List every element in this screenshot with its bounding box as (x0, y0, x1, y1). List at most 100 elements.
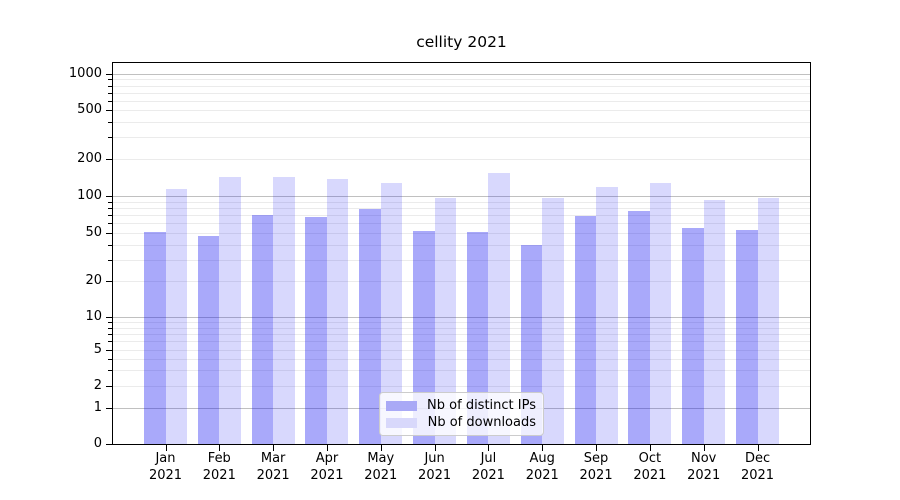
x-tick-label-dec: Dec 2021 (740, 451, 775, 483)
y-minortick-700 (108, 93, 112, 94)
bar-downloads-jun (434, 197, 457, 444)
y-minortick-6 (108, 341, 112, 342)
bar-distinct-ips-apr (305, 217, 327, 444)
gridline-minor-y3 (113, 370, 810, 371)
gridline-minor-y30 (113, 260, 810, 261)
legend: Nb of distinct IPs Nb of downloads (379, 392, 544, 436)
gridline-minor-y90 (113, 202, 810, 203)
gridline-minor-y2 (113, 386, 810, 387)
y-minortick-900 (108, 79, 112, 80)
x-tick-label-sep: Sep 2021 (579, 451, 613, 483)
y-tick-label-0: 0 (93, 436, 102, 451)
gridline-minor-y20 (113, 281, 810, 282)
x-tick-may (380, 445, 382, 451)
chart-title: cellity 2021 (416, 33, 507, 51)
bar-distinct-ips-oct (628, 211, 650, 444)
x-tick-jul (488, 445, 490, 451)
y-minortick-4 (108, 359, 112, 360)
y-minortick-300 (108, 137, 112, 138)
y-tick-1000 (106, 74, 112, 75)
gridline-major-y1000 (113, 74, 810, 75)
x-tick-label-mar: Mar 2021 (256, 451, 290, 483)
bar-distinct-ips-sep (574, 215, 597, 444)
x-tick-jan (165, 445, 167, 451)
x-tick-oct (649, 445, 651, 451)
gridline-minor-y8 (113, 328, 810, 329)
bar-downloads-may (380, 183, 403, 444)
y-tick-200 (106, 159, 112, 160)
y-minortick-600 (108, 101, 112, 102)
bar-downloads-jul (488, 172, 510, 444)
gridline-minor-y900 (113, 79, 810, 80)
legend-row-downloads: Nb of downloads (386, 414, 536, 431)
bar-distinct-ips-feb (197, 236, 220, 444)
y-minortick-3 (108, 370, 112, 371)
gridline-minor-y70 (113, 215, 810, 216)
gridline-minor-y50 (113, 233, 810, 234)
bar-distinct-ips-may (359, 209, 381, 444)
x-tick-label-jan: Jan 2021 (148, 451, 183, 483)
x-tick-jun (434, 445, 436, 451)
y-tick-100 (106, 196, 112, 197)
gridline-minor-y600 (113, 101, 810, 102)
y-minortick-40 (108, 245, 112, 246)
x-tick-label-apr: Apr 2021 (310, 451, 344, 483)
gridline-minor-y7 (113, 334, 810, 335)
y-minortick-60 (108, 223, 112, 224)
x-tick-dec (757, 445, 759, 451)
x-tick-label-oct: Oct 2021 (633, 451, 667, 483)
y-tick-label-100: 100 (77, 188, 102, 203)
y-minortick-400 (108, 122, 112, 123)
gridline-minor-y40 (113, 245, 810, 246)
gridline-minor-y6 (113, 341, 810, 342)
legend-row-distinct-ips: Nb of distinct IPs (386, 397, 536, 414)
y-minortick-30 (108, 260, 112, 261)
y-minortick-9 (108, 322, 112, 323)
legend-label-downloads: Nb of downloads (427, 415, 536, 430)
x-tick-label-jun: Jun 2021 (418, 451, 452, 483)
bar-downloads-dec (757, 198, 780, 444)
bar-downloads-nov (703, 200, 726, 444)
y-tick-label-20: 20 (85, 273, 102, 288)
y-tick-label-5: 5 (93, 342, 102, 357)
y-minortick-90 (108, 202, 112, 203)
y-tick-20 (106, 281, 112, 282)
y-minortick-80 (108, 208, 112, 209)
x-tick-label-may: May 2021 (364, 451, 398, 483)
gridline-minor-y200 (113, 159, 810, 160)
gridline-minor-y400 (113, 122, 810, 123)
x-tick-label-nov: Nov 2021 (687, 451, 721, 483)
y-tick-label-200: 200 (77, 151, 102, 166)
y-tick-label-1: 1 (93, 400, 102, 415)
x-tick-nov (703, 445, 705, 451)
y-tick-label-500: 500 (77, 102, 102, 117)
gridline-minor-y800 (113, 86, 810, 87)
x-tick-label-aug: Aug 2021 (525, 451, 559, 483)
gridline-minor-y80 (113, 208, 810, 209)
x-tick-label-feb: Feb 2021 (202, 451, 236, 483)
bar-downloads-oct (649, 183, 672, 444)
gridline-minor-y9 (113, 322, 810, 323)
gridline-major-y100 (113, 196, 810, 197)
bar-distinct-ips-dec (736, 229, 758, 444)
legend-label-distinct-ips: Nb of distinct IPs (427, 398, 536, 413)
y-tick-label-50: 50 (85, 225, 102, 240)
gridline-minor-y700 (113, 93, 810, 94)
bar-downloads-sep (596, 187, 618, 444)
bar-distinct-ips-jul (466, 231, 489, 444)
bar-distinct-ips-jun (413, 230, 435, 444)
gridline-minor-y60 (113, 223, 810, 224)
plot-area (112, 62, 811, 445)
legend-swatch-distinct-ips-icon (386, 400, 417, 411)
x-tick-label-jul: Jul 2021 (471, 451, 505, 483)
legend-swatch-downloads-icon (386, 417, 417, 428)
y-tick-500 (106, 110, 112, 111)
y-tick-label-1000: 1000 (68, 66, 102, 81)
bar-downloads-jan (165, 188, 187, 444)
gridline-major-y10 (113, 317, 810, 318)
x-tick-sep (596, 445, 598, 451)
y-minortick-800 (108, 86, 112, 87)
y-tick-5 (106, 350, 112, 351)
y-tick-2 (106, 386, 112, 387)
x-tick-apr (326, 445, 328, 451)
